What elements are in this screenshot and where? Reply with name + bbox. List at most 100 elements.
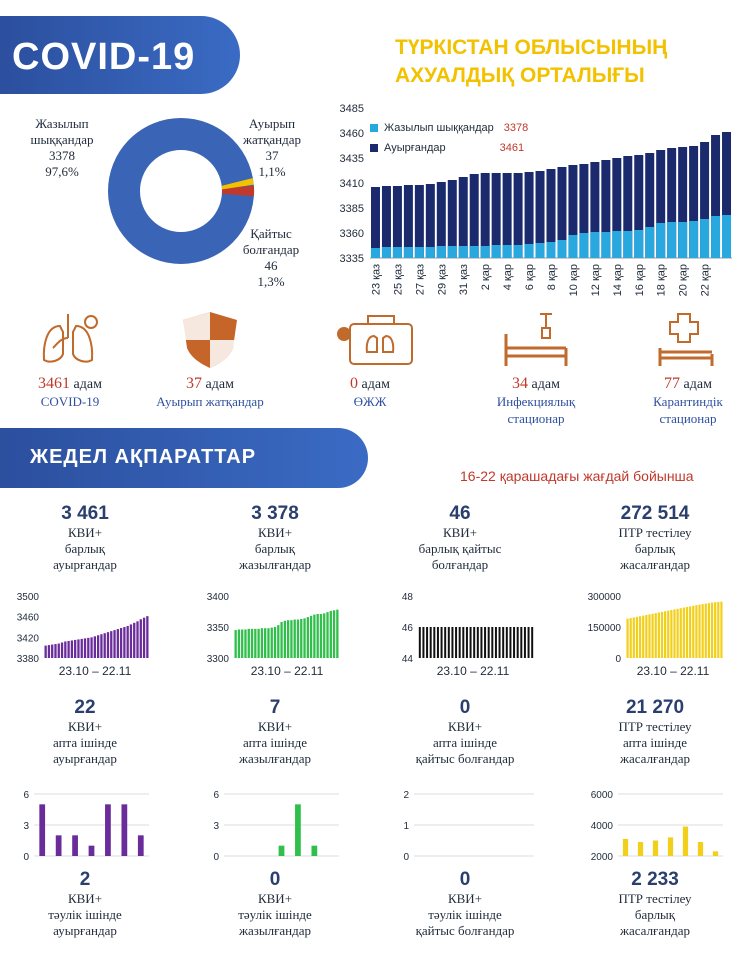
stat-total-sick-c3: ауырғандар (53, 557, 117, 572)
mini-bar (433, 627, 436, 658)
stat-total-died-c2: барлық қайтыс (418, 541, 502, 556)
mini-bar (682, 607, 685, 658)
mini-bar (126, 625, 129, 658)
main-bar-sick (469, 174, 479, 258)
main-bar-sick (656, 150, 666, 258)
mini-bar (689, 606, 692, 658)
mini-bar (123, 627, 126, 658)
main-bar-recovered (535, 243, 545, 258)
mini-bar (129, 624, 133, 658)
mini-bar (520, 627, 523, 658)
main-bar-chart: 3485 3460 3435 3410 3385 3360 3335 23 қаз 25 қаз… (340, 103, 732, 296)
main-ytick: 3460 (340, 128, 364, 140)
main-bar-sick (568, 165, 578, 258)
main-xtick: 18 қар (656, 264, 668, 296)
mini-bar (110, 631, 113, 658)
main-bar-recovered (425, 247, 435, 258)
mini-bar (57, 643, 60, 658)
stat-week-pcr: 21 270 ПТР тестілеу апта ішінде жасалған… (585, 697, 725, 767)
stat-day-died-value: 0 (459, 869, 471, 890)
mini-bar (487, 627, 490, 658)
mini-bar (622, 838, 629, 856)
donut-label-sick: Ауырып жатқандар 37 1,1% (232, 116, 312, 180)
mini-bar (319, 613, 323, 658)
mini-bar (645, 615, 648, 658)
main-bar-recovered (469, 246, 479, 258)
stat-week-pcr-c3: жасалғандар (620, 751, 690, 766)
mini-chart-week-died: 2 1 0 (403, 790, 534, 863)
main-bar-sick (392, 186, 402, 258)
mini-bar (146, 616, 149, 658)
mini-bar (447, 627, 450, 658)
mini-bar (100, 634, 103, 658)
mini-bar (121, 804, 128, 856)
mini-bar (701, 604, 704, 658)
mini-bar (720, 601, 723, 658)
mini-bar (682, 826, 689, 856)
mini-bar (642, 615, 645, 658)
mini-ytick: 0 (23, 852, 29, 863)
icon-card-quarantine-num: 77 адам (618, 375, 747, 393)
mini-bar (505, 627, 508, 658)
main-bar-sick (667, 148, 677, 258)
icon-quarantine-value: 77 (664, 375, 681, 392)
icon-quarantine-caption2: стационар (659, 411, 717, 426)
main-bar-recovered (656, 223, 666, 258)
mini-bar (440, 627, 443, 658)
stat-day-pcr: 2 233 ПТР тестілеу барлық жасалғандар (585, 869, 725, 939)
main-bar-recovered (392, 247, 402, 258)
main-xtick: 29 қаз (436, 264, 448, 295)
icon-covid-caption: COVID-19 (40, 394, 100, 409)
main-bar-recovered (491, 245, 501, 258)
main-bar-sick (711, 135, 721, 258)
main-bar-sick (458, 177, 468, 258)
mini-bar (657, 612, 660, 658)
mini-bar (667, 610, 670, 658)
main-xtick: 23 қаз (370, 264, 382, 295)
mini-chart-week-recovered: 6 3 0 (213, 790, 339, 863)
icon-card-covid: 3461 адам COVID-19 (0, 308, 140, 410)
mini-bar (247, 628, 250, 658)
mini-ytick: 6 (23, 790, 29, 801)
main-bar-sick (579, 164, 589, 258)
mini-bar (133, 622, 136, 658)
shield-icon (183, 312, 237, 368)
stat-day-sick-value: 2 (79, 869, 91, 890)
main-bar-sick (480, 173, 490, 258)
main-bar-sick (722, 132, 732, 258)
mini-bar (469, 627, 472, 658)
mini-bar (306, 617, 309, 658)
mini-bar (458, 627, 461, 658)
donut-label-died: Қайтыс болғандар 46 1,3% (228, 226, 314, 290)
mini-bar (676, 608, 679, 658)
mini-bar (311, 845, 318, 856)
mini-bar (462, 627, 465, 658)
icon-ozhzh-value: 0 (350, 375, 359, 392)
stat-week-sick-c1: КВИ+ (67, 719, 103, 734)
mini-bar (329, 610, 332, 658)
mini-bar (290, 620, 293, 658)
main-xtick: 20 қар (678, 264, 690, 296)
mini-bar (47, 645, 51, 658)
donut-sick-l1: Ауырып (248, 116, 296, 131)
stat-week-recovered-value: 7 (269, 697, 281, 718)
main-bar-recovered (546, 242, 556, 258)
stat-total-recovered: 3 378 КВИ+ барлық жазылғандар (210, 503, 340, 573)
mini-bar (484, 627, 487, 658)
legend-recovered-value: 3378 (503, 122, 529, 134)
main-bar-recovered (414, 247, 424, 258)
mini-bar (717, 601, 720, 658)
mini-bar (698, 604, 701, 658)
main-bar-recovered (689, 221, 699, 258)
mini-bar (103, 633, 106, 658)
donut-died-pct: 1,3% (257, 274, 285, 289)
mini-bar (509, 627, 512, 658)
main-xtick: 16 қар (634, 264, 646, 296)
mini-bar (250, 628, 254, 658)
mini-chart-week-pcr: 6000 4000 2000 (591, 790, 723, 863)
period-label-1: 23.10 – 22.11 (58, 664, 132, 678)
stat-week-sick-c3: ауырғандар (53, 751, 117, 766)
mini-bar (637, 842, 644, 856)
legend-recovered-label: Жазылып шыққандар (384, 122, 494, 134)
mini-bar (336, 609, 339, 658)
